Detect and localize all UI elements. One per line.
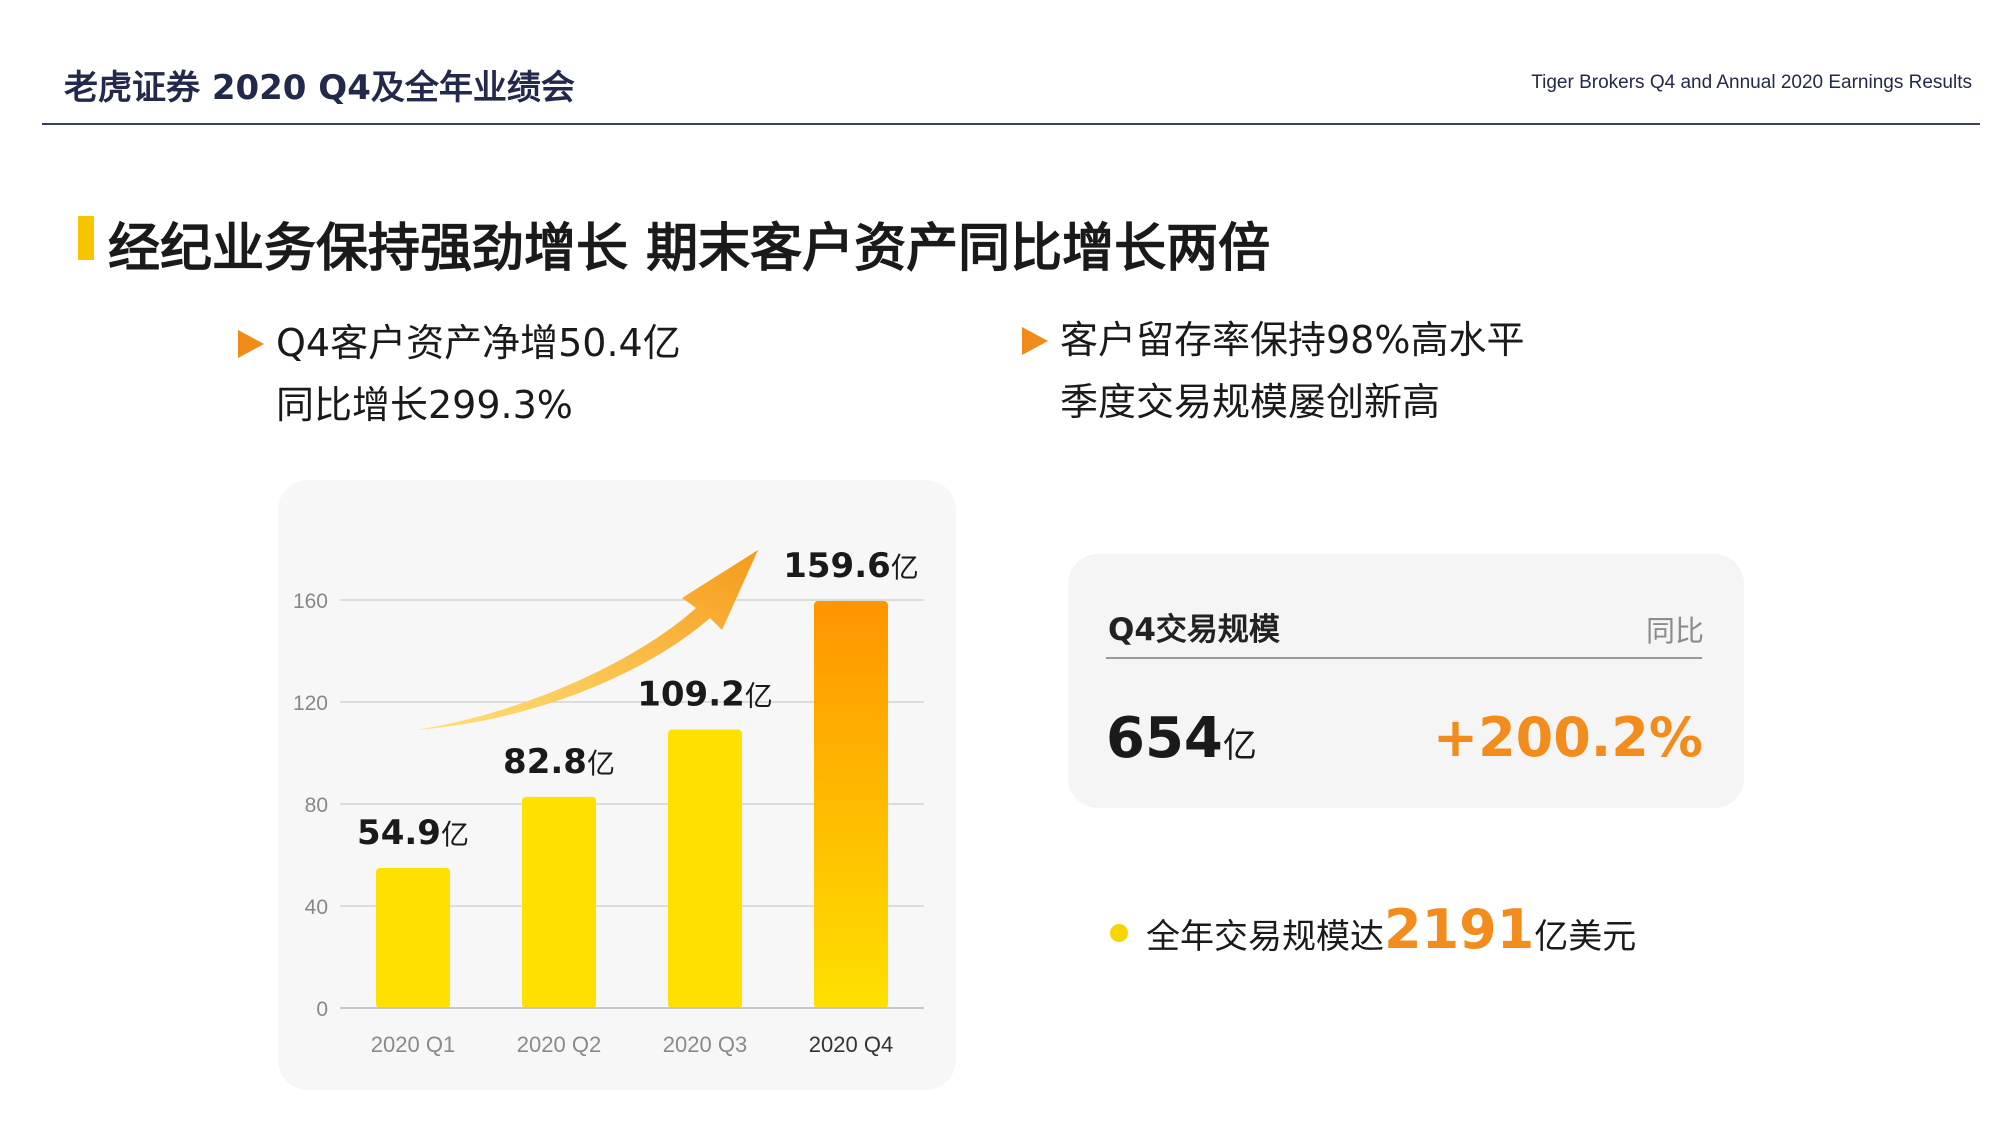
card-divider (1106, 657, 1702, 659)
x-tick-label: 2020 Q2 (517, 1032, 601, 1057)
card-value-unit: 亿 (1222, 726, 1257, 766)
annual-prefix: 全年交易规模达 (1146, 917, 1384, 957)
header-subtitle: Tiger Brokers Q4 and Annual 2020 Earning… (1531, 72, 1972, 93)
data-label: 109.2亿 (637, 675, 773, 715)
bullet-2-line2: 季度交易规模屡创新高 (1060, 380, 1441, 424)
y-tick-label: 120 (293, 692, 328, 715)
bullet-1-line1: Q4客户资产净增50.4亿 (276, 321, 681, 365)
bar-2020-q2 (522, 796, 596, 1008)
card-yoy-value: +200.2% (1432, 706, 1703, 769)
bullet-1: Q4客户资产净增50.4亿 同比增长299.3% (276, 312, 681, 436)
y-tick-label: 40 (305, 896, 328, 919)
bullet-2: 客户留存率保持98%高水平 季度交易规模屡创新高 (1060, 309, 1524, 433)
title-accent-bar (78, 216, 94, 260)
y-tick-label: 80 (305, 794, 328, 817)
x-tick-label: 2020 Q1 (371, 1032, 455, 1057)
bar-2020-q4 (814, 601, 888, 1008)
data-label: 82.8亿 (503, 742, 615, 782)
annual-number: 2191 (1384, 898, 1535, 961)
data-label: 54.9亿 (357, 813, 469, 853)
bullet-arrow-icon (238, 330, 264, 358)
card-value: 654亿 (1106, 706, 1257, 771)
x-tick-label: 2020 Q3 (663, 1032, 747, 1057)
annual-volume: 全年交易规模达2191亿美元 (1146, 898, 1636, 961)
y-tick-label: 0 (316, 998, 328, 1021)
y-tick-label: 160 (293, 590, 328, 613)
bullet-2-line1: 客户留存率保持98%高水平 (1060, 318, 1525, 362)
bar-2020-q1 (376, 868, 450, 1008)
card-yoy-label: 同比 (1646, 614, 1705, 648)
data-label: 159.6亿 (783, 546, 919, 586)
annual-suffix: 亿美元 (1534, 917, 1637, 957)
header-divider (42, 123, 1980, 125)
header-title: 老虎证券 2020 Q4及全年业绩会 (64, 68, 575, 108)
bullet-dot-icon (1110, 924, 1128, 942)
card-value-number: 654 (1106, 706, 1223, 771)
card-label: Q4交易规模 (1108, 612, 1280, 648)
page-title: 经纪业务保持强劲增长 期末客户资产同比增长两倍 (108, 219, 1271, 279)
bullet-arrow-icon (1022, 327, 1048, 355)
bullet-1-line2: 同比增长299.3% (276, 383, 573, 427)
bar-2020-q3 (668, 729, 742, 1008)
client-assets-bar-chart: 0 40 80 120 160 54.9亿 2020 Q1 82.8亿 2020 Q2 109.2… (293, 546, 924, 1057)
trading-volume-card (1068, 554, 1744, 808)
x-tick-label: 2020 Q4 (809, 1032, 893, 1057)
